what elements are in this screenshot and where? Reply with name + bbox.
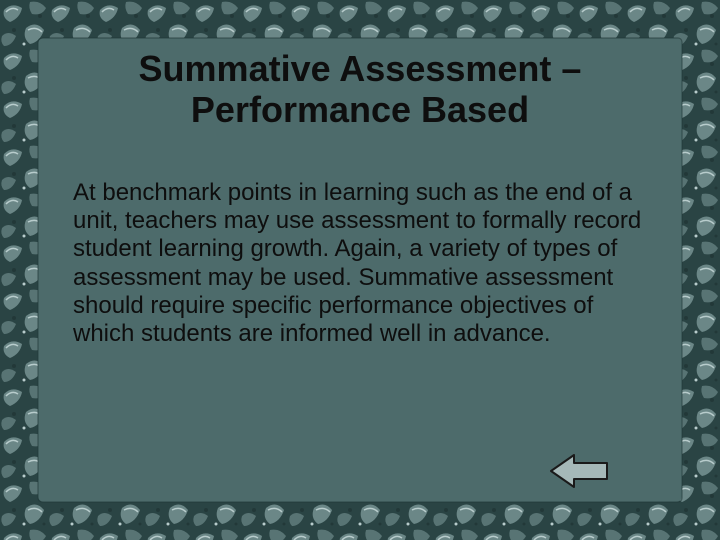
previous-slide-button[interactable]: [548, 452, 610, 490]
arrow-left-icon: [548, 452, 610, 490]
slide-content: Summative Assessment – Performance Based…: [55, 40, 665, 500]
slide-title: Summative Assessment – Performance Based: [55, 48, 665, 131]
slide: Summative Assessment – Performance Based…: [0, 0, 720, 540]
slide-body-text: At benchmark points in learning such as …: [55, 179, 665, 349]
